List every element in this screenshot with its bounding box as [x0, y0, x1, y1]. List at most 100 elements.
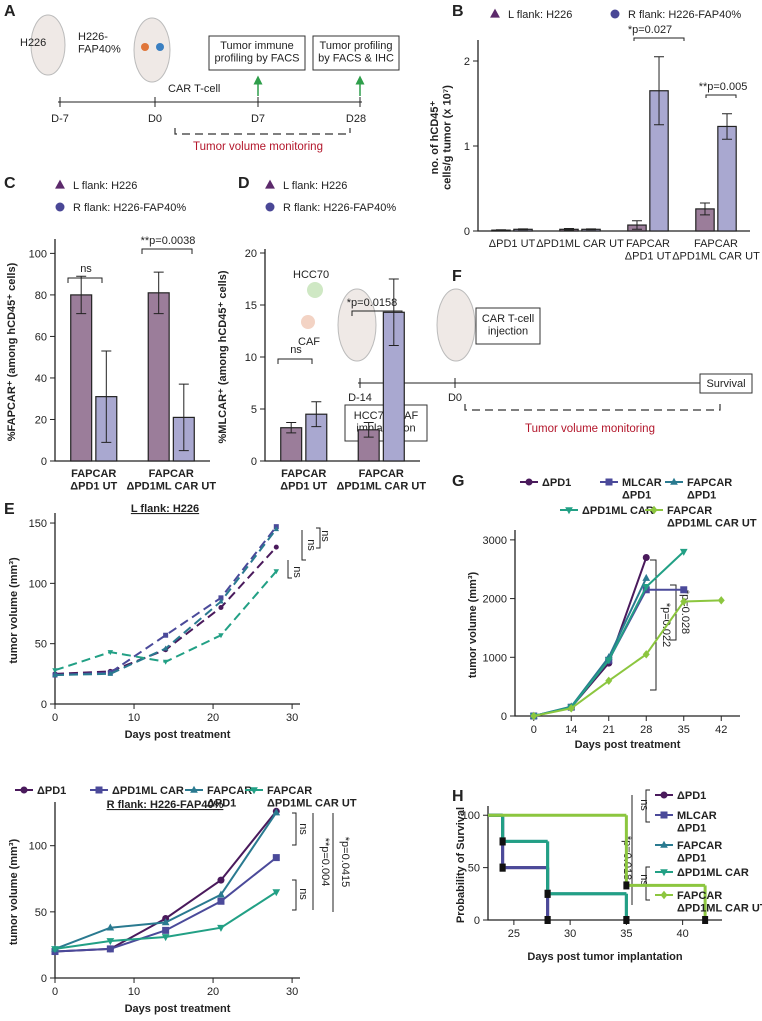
y-axis-label: %MLCAR⁺ (among hCD45⁺ cells)	[217, 270, 229, 443]
legend-label: L flank: H226	[283, 180, 347, 192]
legend-label: ΔPD1ML CAR	[582, 505, 654, 517]
panel-label: C	[4, 175, 16, 192]
y-tick-label: 20	[245, 248, 257, 260]
significance-bracket	[301, 530, 306, 561]
timepoint: D0	[448, 392, 462, 404]
error-bar	[286, 422, 297, 434]
significance-bracket	[277, 358, 313, 364]
marker	[567, 704, 575, 713]
error-bar	[654, 56, 665, 126]
marker	[265, 179, 275, 189]
mouse-icon	[436, 288, 476, 362]
endpoint-box	[699, 373, 753, 394]
y-tick-label: 15	[245, 300, 257, 312]
significance-bracket	[650, 559, 657, 691]
x-tick-label: 30	[286, 712, 298, 724]
error-bar	[311, 401, 322, 428]
annotation: *p=0.0158	[347, 297, 397, 309]
marker	[650, 505, 658, 515]
significance-bracket	[633, 37, 685, 41]
x-tick-label: 0	[52, 986, 58, 998]
x-axis-label: Days post tumor implantation	[527, 951, 683, 963]
line	[54, 546, 278, 675]
y-axis-label: %FAPCAR⁺ (among hCD45⁺ cells)	[6, 262, 18, 441]
plot	[488, 813, 709, 924]
y-axis-label: Probability of Survival	[455, 807, 467, 923]
y-tick-label: 2000	[483, 594, 507, 606]
marker	[490, 8, 500, 18]
annotation: ns	[290, 344, 302, 356]
endpoint-box	[208, 35, 306, 71]
timepoint: D0	[148, 113, 162, 125]
marker	[273, 526, 280, 532]
y-tick-label: 3000	[483, 535, 507, 547]
marker	[218, 598, 224, 604]
monitoring-label: Tumor volume monitoring	[193, 141, 323, 153]
legend-label: ΔPD1	[37, 785, 66, 797]
monitoring-label: Tumor volume monitoring	[525, 423, 655, 435]
significance-bracket	[705, 94, 737, 98]
y-tick-label: 100	[29, 841, 47, 853]
marker	[95, 786, 103, 794]
marker	[20, 786, 28, 794]
x-tick-label: 28	[640, 724, 652, 736]
marker	[530, 711, 538, 721]
x-tick-label: 10	[128, 712, 140, 724]
marker	[250, 787, 258, 795]
y-axis-label: tumor volume (mm³)	[8, 838, 20, 945]
marker	[161, 918, 170, 926]
treatment-label: CAR T-cell	[168, 83, 220, 95]
annotation: ns	[80, 263, 92, 275]
marker	[218, 633, 224, 639]
marker	[162, 926, 170, 934]
legend-label: FAPCAR ΔPD1	[207, 785, 252, 810]
axis	[54, 513, 300, 705]
panel-label: H	[452, 788, 464, 805]
marker	[272, 854, 280, 862]
marker	[605, 676, 613, 685]
x-tick-label: 42	[715, 724, 727, 736]
x-tick-label: 35	[620, 928, 632, 940]
marker	[163, 632, 169, 638]
annotation: ns	[319, 530, 331, 542]
marker	[265, 202, 275, 212]
legend-label: FAPCAR ΔPD1	[687, 477, 732, 502]
marker	[670, 477, 678, 485]
y-tick-label: 0	[501, 711, 507, 723]
y-tick-label: 20	[35, 414, 47, 426]
x-tick-label: 25	[508, 928, 520, 940]
x-tick-label: ΔPD1ML CAR UT	[536, 238, 624, 250]
legend-label: FAPCAR ΔPD1	[677, 840, 722, 865]
annotation: **p=0.004	[319, 838, 331, 887]
legend-label: FAPCAR ΔPD1ML CAR UT	[677, 890, 762, 915]
legend-label: ΔPD1ML CAR	[677, 867, 749, 879]
marker	[217, 897, 225, 905]
significance-bracket	[645, 866, 650, 901]
panel-label: A	[4, 3, 16, 20]
marker	[642, 584, 651, 592]
annotation: ns	[305, 539, 317, 551]
y-tick-label: 50	[35, 907, 47, 919]
error-bar	[153, 271, 164, 315]
significance-bracket	[316, 527, 321, 549]
marker	[51, 946, 59, 954]
y-tick-label: 0	[41, 456, 47, 468]
marker	[610, 9, 620, 19]
error-bar	[388, 278, 399, 347]
chart: E L flank: H226 tumor volume (mm³) Days pos…	[4, 501, 331, 741]
error-bar	[495, 229, 506, 232]
marker	[680, 597, 688, 606]
y-tick-label: 0	[41, 699, 47, 711]
error-bar	[101, 350, 112, 443]
annotation: ns	[291, 566, 303, 578]
marker	[660, 811, 668, 819]
x-tick-label: FAPCAR ΔPD1 UT	[70, 468, 117, 493]
marker	[623, 881, 630, 890]
marker	[52, 672, 58, 678]
x-tick-label: 30	[286, 986, 298, 998]
line	[533, 557, 648, 717]
marker	[272, 808, 281, 816]
error-bar	[722, 113, 733, 140]
legend-label: L flank: H226	[508, 9, 572, 21]
marker	[679, 548, 688, 556]
